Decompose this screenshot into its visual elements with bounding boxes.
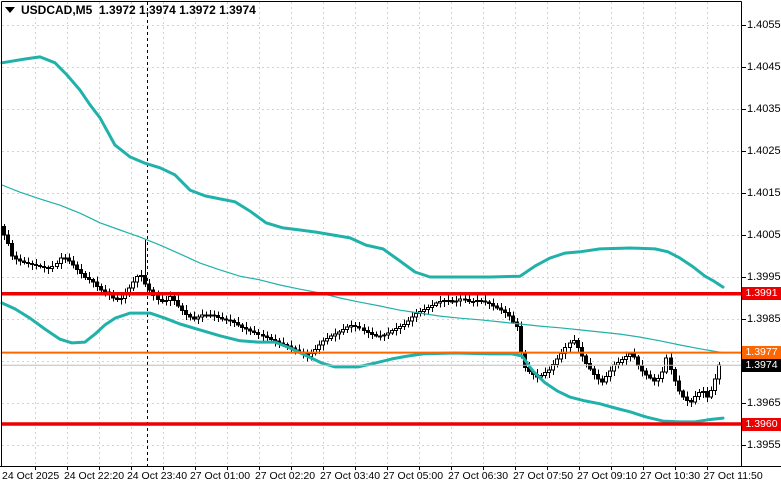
candlesticks-layer [2, 223, 721, 408]
pivot-price-badge: 1.3977 [742, 346, 781, 360]
bollinger-middle-line [1, 184, 725, 354]
time-tick-label: 24 Oct 23:40 [126, 470, 188, 482]
bollinger-upper-band [0, 55, 725, 289]
resistance-price-badge: 1.3991 [742, 287, 781, 301]
price-tick-label: 1.3995 [747, 270, 781, 283]
time-tick-label: 24 Oct 2025 [2, 470, 60, 482]
time-tick-label: 27 Oct 07:50 [512, 470, 574, 482]
time-tick-label: 27 Oct 03:40 [319, 470, 381, 482]
price-tick-label: 1.4045 [747, 60, 781, 73]
support-price-badge: 1.3960 [742, 417, 781, 431]
time-tick-label: 27 Oct 11:50 [703, 470, 763, 482]
bollinger-lower-band [0, 301, 725, 424]
price-tick-label: 1.3985 [747, 312, 781, 325]
plot-frame [0, 1, 781, 470]
price-tick-label: 1.4055 [747, 18, 781, 31]
grid-lines [2, 2, 741, 466]
symbol-dropdown-icon[interactable] [5, 7, 15, 13]
time-tick-label: 27 Oct 01:00 [189, 470, 251, 482]
time-tick-label: 27 Oct 02:20 [254, 470, 316, 482]
current-price-price-badge: 1.3974 [742, 358, 781, 372]
time-tick-label: 27 Oct 05:00 [382, 470, 444, 482]
time-tick-label: 27 Oct 10:30 [639, 470, 701, 482]
price-tick-label: 1.4035 [747, 102, 781, 115]
symbol-ohlc-label: USDCAD,M5 1.3972 1.3974 1.3972 1.3974 [21, 3, 256, 17]
time-tick-label: 24 Oct 22:20 [63, 470, 125, 482]
price-tick-label: 1.4005 [747, 228, 781, 241]
price-tick-label: 1.3965 [747, 396, 781, 409]
chart-title: USDCAD,M5 1.3972 1.3974 1.3972 1.3974 [5, 3, 256, 17]
price-tick-label: 1.3955 [747, 438, 781, 451]
price-tick-label: 1.4025 [747, 144, 781, 157]
time-tick-label: 27 Oct 06:30 [447, 470, 509, 482]
price-tick-label: 1.4015 [747, 186, 781, 199]
time-tick-label: 27 Oct 09:10 [576, 470, 638, 482]
